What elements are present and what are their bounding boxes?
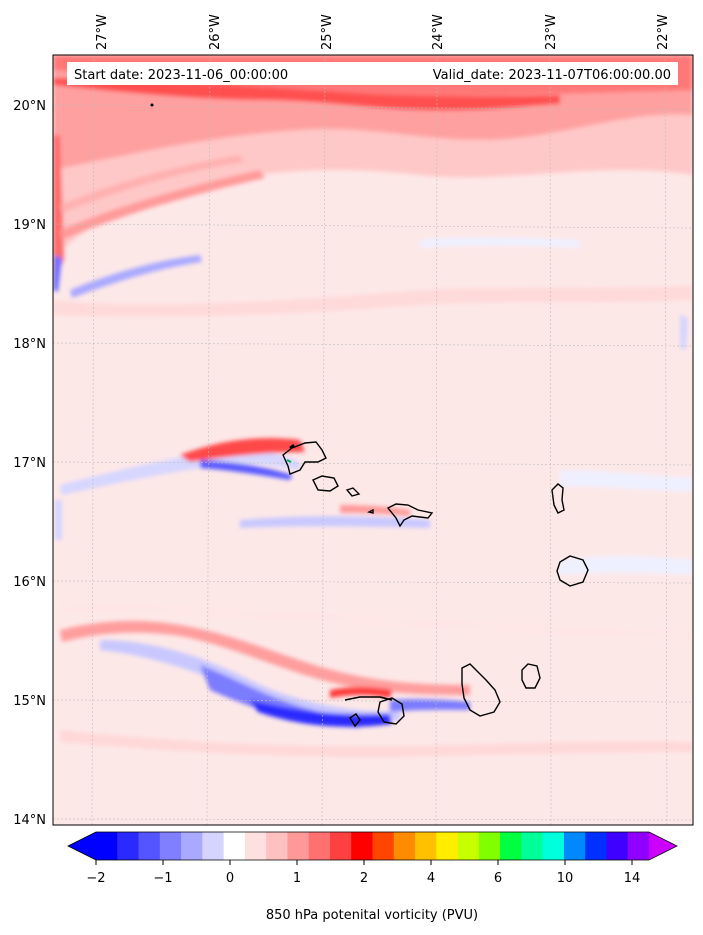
start-date-label: Start date: 2023-11-06_00:00:00 — [74, 68, 288, 83]
colorbar-segment — [351, 832, 373, 860]
colorbar-segment — [329, 832, 352, 860]
colorbar-segment — [244, 832, 267, 860]
southern-pv-wake — [55, 500, 693, 757]
colorbar-segment — [436, 832, 459, 860]
lat-label-18n: 18°N — [13, 337, 46, 352]
colorbar-segment — [500, 832, 522, 860]
island-boa-vista — [556, 555, 589, 587]
map-gridlines — [53, 55, 693, 825]
colorbar: −2 −1 0 1 2 4 6 10 14 850 hPa potenital … — [67, 831, 678, 923]
colorbar-segment — [308, 832, 331, 860]
island-sao-vicente — [312, 475, 339, 492]
colorbar-segment — [96, 832, 118, 860]
lat-label-17n: 17°N — [13, 456, 46, 471]
map-feature-dot — [150, 103, 154, 107]
date-info-box: Start date: 2023-11-06_00:00:00 Valid_da… — [67, 62, 678, 85]
colorbar-tick-label: 4 — [427, 871, 435, 886]
lon-label-26w: 26°W — [208, 14, 223, 50]
colorbar-segment — [542, 832, 565, 860]
colorbar-tick-label: −2 — [86, 871, 105, 886]
colorbar-tick-label: 6 — [494, 871, 502, 886]
lat-label-14n: 14°N — [13, 813, 46, 828]
northern-island-wake — [60, 438, 693, 575]
colorbar-tick-label: 2 — [360, 871, 368, 886]
island-sao-nicolau — [386, 503, 434, 528]
colorbar-segment — [202, 832, 225, 860]
island-brava — [349, 713, 361, 728]
lat-label-19n: 19°N — [13, 218, 46, 233]
lat-label-15n: 15°N — [13, 694, 46, 709]
colorbar-segment — [457, 832, 480, 860]
colorbar-tick-label: 14 — [624, 871, 641, 886]
colorbar-segment — [138, 832, 161, 860]
colorbar-tick-label: 0 — [226, 871, 234, 886]
lon-label-27w: 27°W — [95, 14, 110, 50]
lat-label-16n: 16°N — [13, 575, 46, 590]
colorbar-segment — [287, 832, 310, 860]
island-maio — [521, 663, 541, 689]
colorbar-segment — [266, 832, 288, 860]
colorbar-segment — [521, 832, 544, 860]
colorbar-segment — [627, 832, 650, 860]
colorbar-segment — [478, 832, 501, 860]
lon-label-24w: 24°W — [431, 14, 446, 50]
colorbar-segment — [372, 832, 395, 860]
island-sal — [551, 483, 565, 514]
longitude-labels: 27°W 26°W 25°W 24°W 23°W 22°W — [95, 14, 671, 50]
island-santa-luzia — [345, 487, 361, 497]
colorbar-title: 850 hPa potenital vorticity (PVU) — [266, 908, 478, 923]
coastlines — [282, 441, 589, 728]
island-santiago — [461, 663, 501, 717]
colorbar-segment — [585, 832, 607, 860]
colorbar-segment — [606, 832, 629, 860]
lat-label-20n: 20°N — [13, 99, 46, 114]
colorbar-segment — [415, 832, 437, 860]
latitude-labels: 20°N 19°N 18°N 17°N 16°N 15°N 14°N — [13, 99, 46, 828]
colorbar-ticks — [95, 860, 633, 865]
colorbar-tick-label: 1 — [293, 871, 301, 886]
map-feature-mark-green — [286, 459, 292, 463]
map-panel — [53, 55, 693, 825]
map-feature-mark — [289, 444, 295, 449]
map-frame — [52, 54, 694, 826]
colorbar-segments — [96, 832, 650, 860]
colorbar-segment — [393, 832, 416, 860]
valid-date-label: Valid_date: 2023-11-07T06:00:00.00 — [433, 68, 671, 83]
island-fogo — [377, 697, 405, 725]
colorbar-segment — [117, 832, 140, 860]
colorbar-tick-label: 10 — [557, 871, 574, 886]
colorbar-over-triangle — [649, 832, 677, 860]
colorbar-segment — [181, 832, 203, 860]
island-santo-antao — [282, 441, 327, 475]
colorbar-segment — [223, 832, 246, 860]
lon-label-22w: 22°W — [656, 14, 671, 50]
lon-label-23w: 23°W — [544, 14, 559, 50]
colorbar-segment — [159, 832, 182, 860]
lon-label-25w: 25°W — [320, 14, 335, 50]
date-info-background — [67, 62, 678, 85]
colorbar-under-triangle — [68, 832, 96, 860]
colorbar-tick-label: −1 — [153, 871, 172, 886]
colorbar-segment — [563, 832, 586, 860]
